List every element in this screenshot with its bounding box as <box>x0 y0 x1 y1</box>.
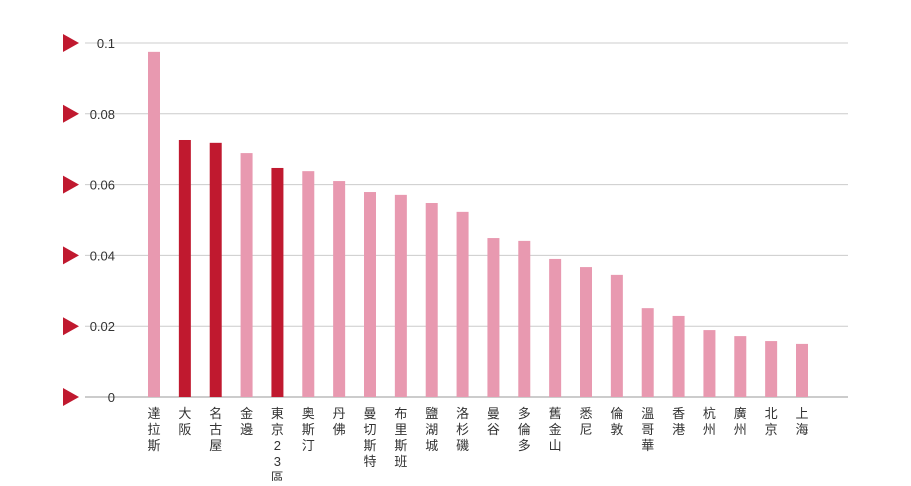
bar <box>672 315 685 397</box>
arrow-marker-icon <box>63 175 79 194</box>
x-tick-label: 曼切斯特 <box>363 406 376 469</box>
bar <box>580 267 592 397</box>
bar <box>394 194 407 397</box>
y-tick-label: 0.02 <box>90 319 115 334</box>
x-tick-label: 布里斯班 <box>394 406 407 469</box>
y-tick-label: 0.04 <box>90 248 115 263</box>
bar <box>364 192 376 397</box>
arrow-marker-icon <box>63 246 79 265</box>
bar <box>734 336 747 397</box>
x-tick-label: 倫敦 <box>610 406 623 437</box>
bar <box>518 240 531 397</box>
x-tick-label: 溫哥華 <box>641 406 654 453</box>
y-tick-label: 0 <box>108 390 115 405</box>
bar <box>209 142 222 397</box>
bar <box>148 51 160 397</box>
arrow-marker-icon <box>63 34 79 52</box>
bar <box>796 343 808 397</box>
arrow-marker-icon <box>63 388 79 406</box>
x-tick-label: 鹽湖城 <box>425 406 438 453</box>
x-tick-label: 悉尼 <box>579 406 592 437</box>
y-tick-label: 0.08 <box>90 107 115 122</box>
y-tick-label: 0.1 <box>97 36 115 51</box>
x-tick-label: 北京 <box>765 406 778 437</box>
bar <box>240 153 253 397</box>
x-tick-label: 達拉斯 <box>147 406 160 453</box>
x-tick-label: 奥斯汀 <box>302 406 315 453</box>
x-tick-label: 丹佛 <box>333 406 346 437</box>
x-tick-label: 杭州 <box>703 406 716 437</box>
y-tick-label: 0.06 <box>90 178 115 193</box>
x-axis: 達拉斯 大阪 名古屋 金邊 東京 2 3 區 奥斯汀 丹佛 曼切斯特 布里斯班 鹽湖城 洛杉磯 曼谷 多倫多 舊… <box>147 406 808 485</box>
bars <box>148 51 808 397</box>
x-tick-label: 名古屋 <box>209 406 222 453</box>
x-tick-label: 上海 <box>795 406 808 437</box>
y-axis: 0 0.02 0.04 0.06 0.08 0.1 <box>63 34 115 406</box>
x-tick-label: 金邊 <box>240 406 253 437</box>
bar <box>765 341 778 397</box>
bar <box>302 171 315 397</box>
x-tick-label: 舊金山 <box>549 406 562 453</box>
x-tick-label: 大阪 <box>178 406 191 437</box>
x-tick-label: 曼谷 <box>487 406 500 437</box>
bar <box>333 181 346 397</box>
x-tick-label: 廣州 <box>734 406 747 437</box>
bar <box>703 330 716 397</box>
arrow-marker-icon <box>63 104 79 123</box>
bar <box>456 211 469 397</box>
bar <box>549 258 562 397</box>
bar <box>610 274 623 397</box>
bar <box>271 167 284 397</box>
bar <box>487 238 500 397</box>
bar <box>641 308 654 397</box>
x-tick-label: 多倫多 <box>518 406 531 453</box>
x-tick-label: 東京 2 3 區 <box>271 406 284 481</box>
bar <box>178 139 191 397</box>
x-tick-label: 香港 <box>672 406 685 437</box>
bar <box>425 203 438 397</box>
x-tick-label: 洛杉磯 <box>456 406 469 453</box>
arrow-marker-icon <box>63 317 79 336</box>
